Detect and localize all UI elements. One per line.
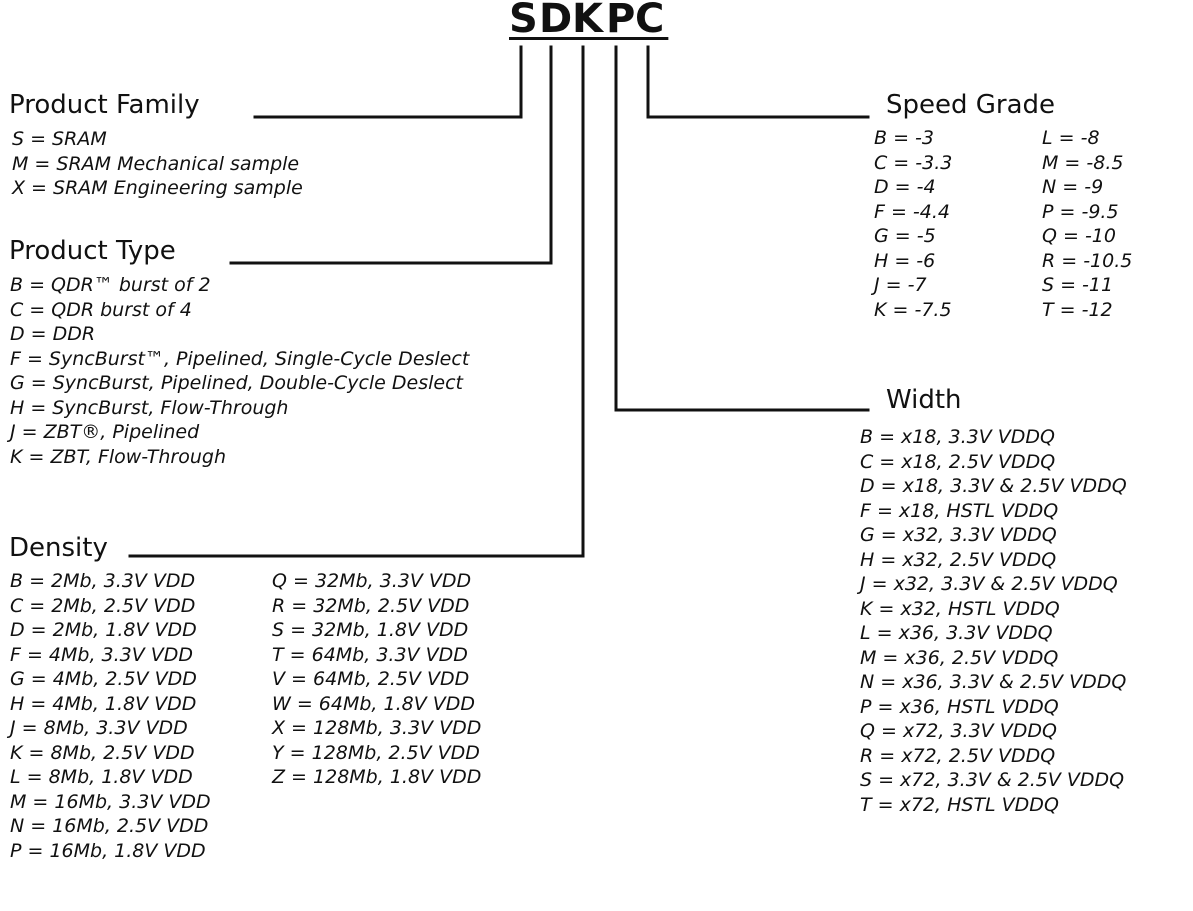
list-item: N = 16Mb, 2.5V VDD bbox=[10, 815, 209, 837]
speed-grade-list-col1: B = -3 C = -3.3 D = -4 F = -4.4 G = -5 H… bbox=[874, 126, 952, 322]
list-item: Q = 32Mb, 3.3V VDD bbox=[272, 570, 472, 592]
list-item: N = -9 bbox=[1042, 176, 1104, 198]
list-item: D = -4 bbox=[874, 176, 936, 198]
list-item: M = -8.5 bbox=[1042, 151, 1124, 174]
connector-density bbox=[128, 45, 585, 558]
list-item: K = x32, HSTL VDDQ bbox=[860, 597, 1060, 620]
code-letter-width: P bbox=[606, 0, 640, 42]
width-list: B = x18, 3.3V VDDQ C = x18, 2.5V VDDQ D … bbox=[860, 425, 1127, 817]
list-item: F = 4Mb, 3.3V VDD bbox=[10, 643, 194, 666]
list-item: J = ZBT®, Pipelined bbox=[10, 421, 200, 443]
list-item: S = 32Mb, 1.8V VDD bbox=[272, 619, 469, 641]
code-letter-speed-grade: C bbox=[635, 0, 669, 42]
list-item: M = SRAM Mechanical sample bbox=[12, 152, 300, 175]
list-item: P = x36, HSTL VDDQ bbox=[860, 695, 1059, 718]
list-item: P = 16Mb, 1.8V VDD bbox=[10, 839, 206, 862]
list-item: Z = 128Mb, 1.8V VDD bbox=[272, 766, 482, 788]
list-item: D = DDR bbox=[10, 323, 96, 345]
list-item: G = SyncBurst, Pipelined, Double-Cycle D… bbox=[10, 372, 463, 394]
list-item: D = 2Mb, 1.8V VDD bbox=[10, 619, 197, 641]
code-letter-density: K bbox=[572, 0, 607, 42]
list-item: T = -12 bbox=[1042, 298, 1113, 321]
list-item: L = 8Mb, 1.8V VDD bbox=[10, 766, 193, 788]
product-family-list: S = SRAM M = SRAM Mechanical sample X = … bbox=[12, 127, 303, 201]
list-item: R = -10.5 bbox=[1042, 249, 1133, 272]
list-item: F = SyncBurst™, Pipelined, Single-Cycle … bbox=[10, 347, 470, 370]
list-item: Q = x72, 3.3V VDDQ bbox=[860, 720, 1057, 742]
list-item: R = 32Mb, 2.5V VDD bbox=[272, 594, 470, 617]
list-item: L = -8 bbox=[1042, 127, 1100, 149]
density-list-col1: B = 2Mb, 3.3V VDD C = 2Mb, 2.5V VDD D = … bbox=[10, 569, 211, 863]
list-item: H = x32, 2.5V VDDQ bbox=[860, 548, 1057, 571]
speed-grade-title: Speed Grade bbox=[886, 90, 1056, 120]
list-item: J = x32, 3.3V & 2.5V VDDQ bbox=[860, 573, 1118, 595]
product-type-list: B = QDR™ burst of 2 C = QDR burst of 4 D… bbox=[10, 273, 469, 469]
list-item: H = 4Mb, 1.8V VDD bbox=[10, 692, 197, 715]
list-item: F = x18, HSTL VDDQ bbox=[860, 499, 1059, 522]
list-item: B = x18, 3.3V VDDQ bbox=[860, 426, 1056, 448]
product-family-title: Product Family bbox=[9, 90, 200, 120]
list-item: R = x72, 2.5V VDDQ bbox=[860, 744, 1056, 767]
list-item: C = QDR burst of 4 bbox=[10, 298, 192, 321]
list-item: H = SyncBurst, Flow-Through bbox=[10, 396, 289, 419]
list-item: K = 8Mb, 2.5V VDD bbox=[10, 741, 195, 764]
list-item: F = -4.4 bbox=[874, 200, 950, 223]
list-item: T = x72, HSTL VDDQ bbox=[860, 793, 1059, 816]
list-item: L = x36, 3.3V VDDQ bbox=[860, 622, 1053, 644]
list-item: B = -3 bbox=[874, 127, 934, 149]
list-item: D = x18, 3.3V & 2.5V VDDQ bbox=[860, 475, 1127, 497]
list-item: G = -5 bbox=[874, 225, 936, 247]
list-item: H = -6 bbox=[874, 249, 936, 272]
list-item: X = SRAM Engineering sample bbox=[12, 177, 303, 199]
list-item: J = -7 bbox=[874, 274, 927, 296]
list-item: S = x72, 3.3V & 2.5V VDDQ bbox=[860, 769, 1125, 791]
list-item: C = -3.3 bbox=[874, 151, 953, 174]
list-item: Q = -10 bbox=[1042, 225, 1116, 247]
list-item: C = 2Mb, 2.5V VDD bbox=[10, 594, 196, 617]
list-item: B = 2Mb, 3.3V VDD bbox=[10, 570, 196, 592]
connector-speed-grade bbox=[646, 45, 870, 119]
product-type-title: Product Type bbox=[9, 236, 176, 266]
density-title: Density bbox=[9, 533, 108, 563]
list-item: W = 64Mb, 1.8V VDD bbox=[272, 692, 476, 715]
list-item: S = SRAM bbox=[12, 128, 107, 150]
list-item: K = -7.5 bbox=[874, 298, 952, 321]
list-item: J = 8Mb, 3.3V VDD bbox=[10, 717, 188, 739]
density-list-col2: Q = 32Mb, 3.3V VDD R = 32Mb, 2.5V VDD S … bbox=[272, 569, 481, 790]
connector-product-family bbox=[253, 45, 523, 119]
code-letter-product-type: D bbox=[539, 0, 577, 42]
list-item: M = x36, 2.5V VDDQ bbox=[860, 646, 1059, 669]
list-item: S = -11 bbox=[1042, 274, 1114, 296]
list-item: G = 4Mb, 2.5V VDD bbox=[10, 668, 197, 690]
list-item: V = 64Mb, 2.5V VDD bbox=[272, 668, 470, 690]
list-item: Y = 128Mb, 2.5V VDD bbox=[272, 741, 480, 764]
list-item: P = -9.5 bbox=[1042, 200, 1119, 223]
list-item: G = x32, 3.3V VDDQ bbox=[860, 524, 1057, 546]
list-item: K = ZBT, Flow-Through bbox=[10, 445, 227, 468]
list-item: B = QDR™ burst of 2 bbox=[10, 274, 211, 296]
connector-width bbox=[614, 45, 870, 412]
speed-grade-list-col2: L = -8 M = -8.5 N = -9 P = -9.5 Q = -10 … bbox=[1042, 126, 1132, 322]
list-item: N = x36, 3.3V & 2.5V VDDQ bbox=[860, 671, 1127, 693]
list-item: C = x18, 2.5V VDDQ bbox=[860, 450, 1056, 473]
code-letter-product-family: S bbox=[509, 0, 542, 42]
list-item: X = 128Mb, 3.3V VDD bbox=[272, 717, 482, 739]
connector-product-type bbox=[229, 45, 553, 265]
width-title: Width bbox=[886, 385, 962, 415]
list-item: M = 16Mb, 3.3V VDD bbox=[10, 790, 211, 813]
list-item: T = 64Mb, 3.3V VDD bbox=[272, 643, 468, 666]
